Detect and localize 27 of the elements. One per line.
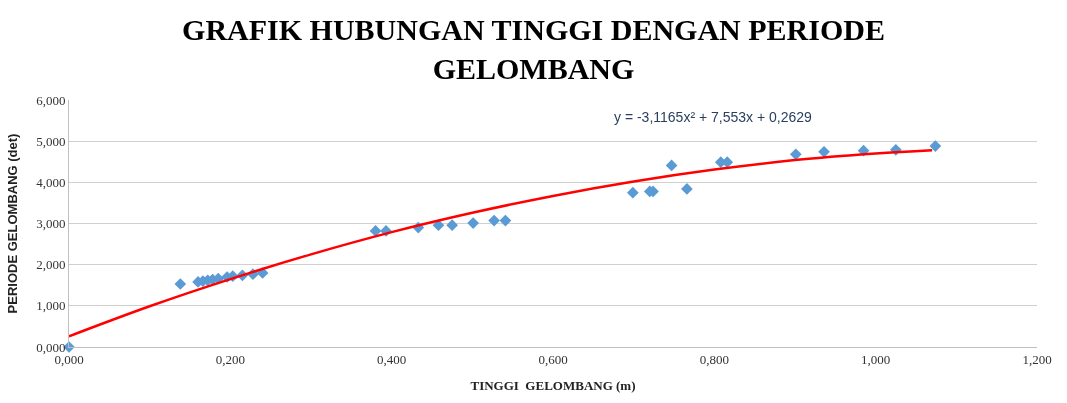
x-tick-label: 1,000	[861, 351, 891, 367]
y-tick-label: 5,000	[36, 133, 66, 149]
chart-title: GRAFIK HUBUNGAN TINGGI DENGAN PERIODE GELOMBANG	[182, 13, 885, 86]
point	[369, 225, 382, 237]
x-axis-title: TINGGI GELOMBANG (m)	[470, 378, 636, 394]
y-tick-label: 2,000	[36, 257, 66, 273]
point	[681, 183, 693, 195]
y-tick-label: 3,000	[36, 216, 66, 232]
y-tick-label: 1,000	[36, 298, 66, 314]
x-tick-label: 0,400	[377, 351, 407, 367]
x-tick-label: 0,800	[699, 351, 729, 367]
point	[446, 219, 459, 231]
point	[499, 214, 512, 227]
y-tick-label: 4,000	[36, 174, 66, 190]
point	[627, 186, 639, 199]
x-tick-label: 0,200	[215, 351, 245, 367]
point	[467, 217, 479, 229]
x-tick-label: 0,600	[538, 351, 568, 367]
point	[665, 159, 678, 172]
point	[488, 214, 500, 227]
y-axis-title: PERIODE GELOMBANG (det)	[5, 133, 21, 314]
y-tick-label: 6,000	[36, 92, 66, 108]
annotation: y = -3,1165x² + 7,553x + 0,2629	[614, 109, 813, 125]
point	[818, 146, 830, 158]
x-tick-label: 1,200	[1022, 351, 1052, 367]
point	[929, 140, 942, 152]
point	[174, 278, 187, 290]
